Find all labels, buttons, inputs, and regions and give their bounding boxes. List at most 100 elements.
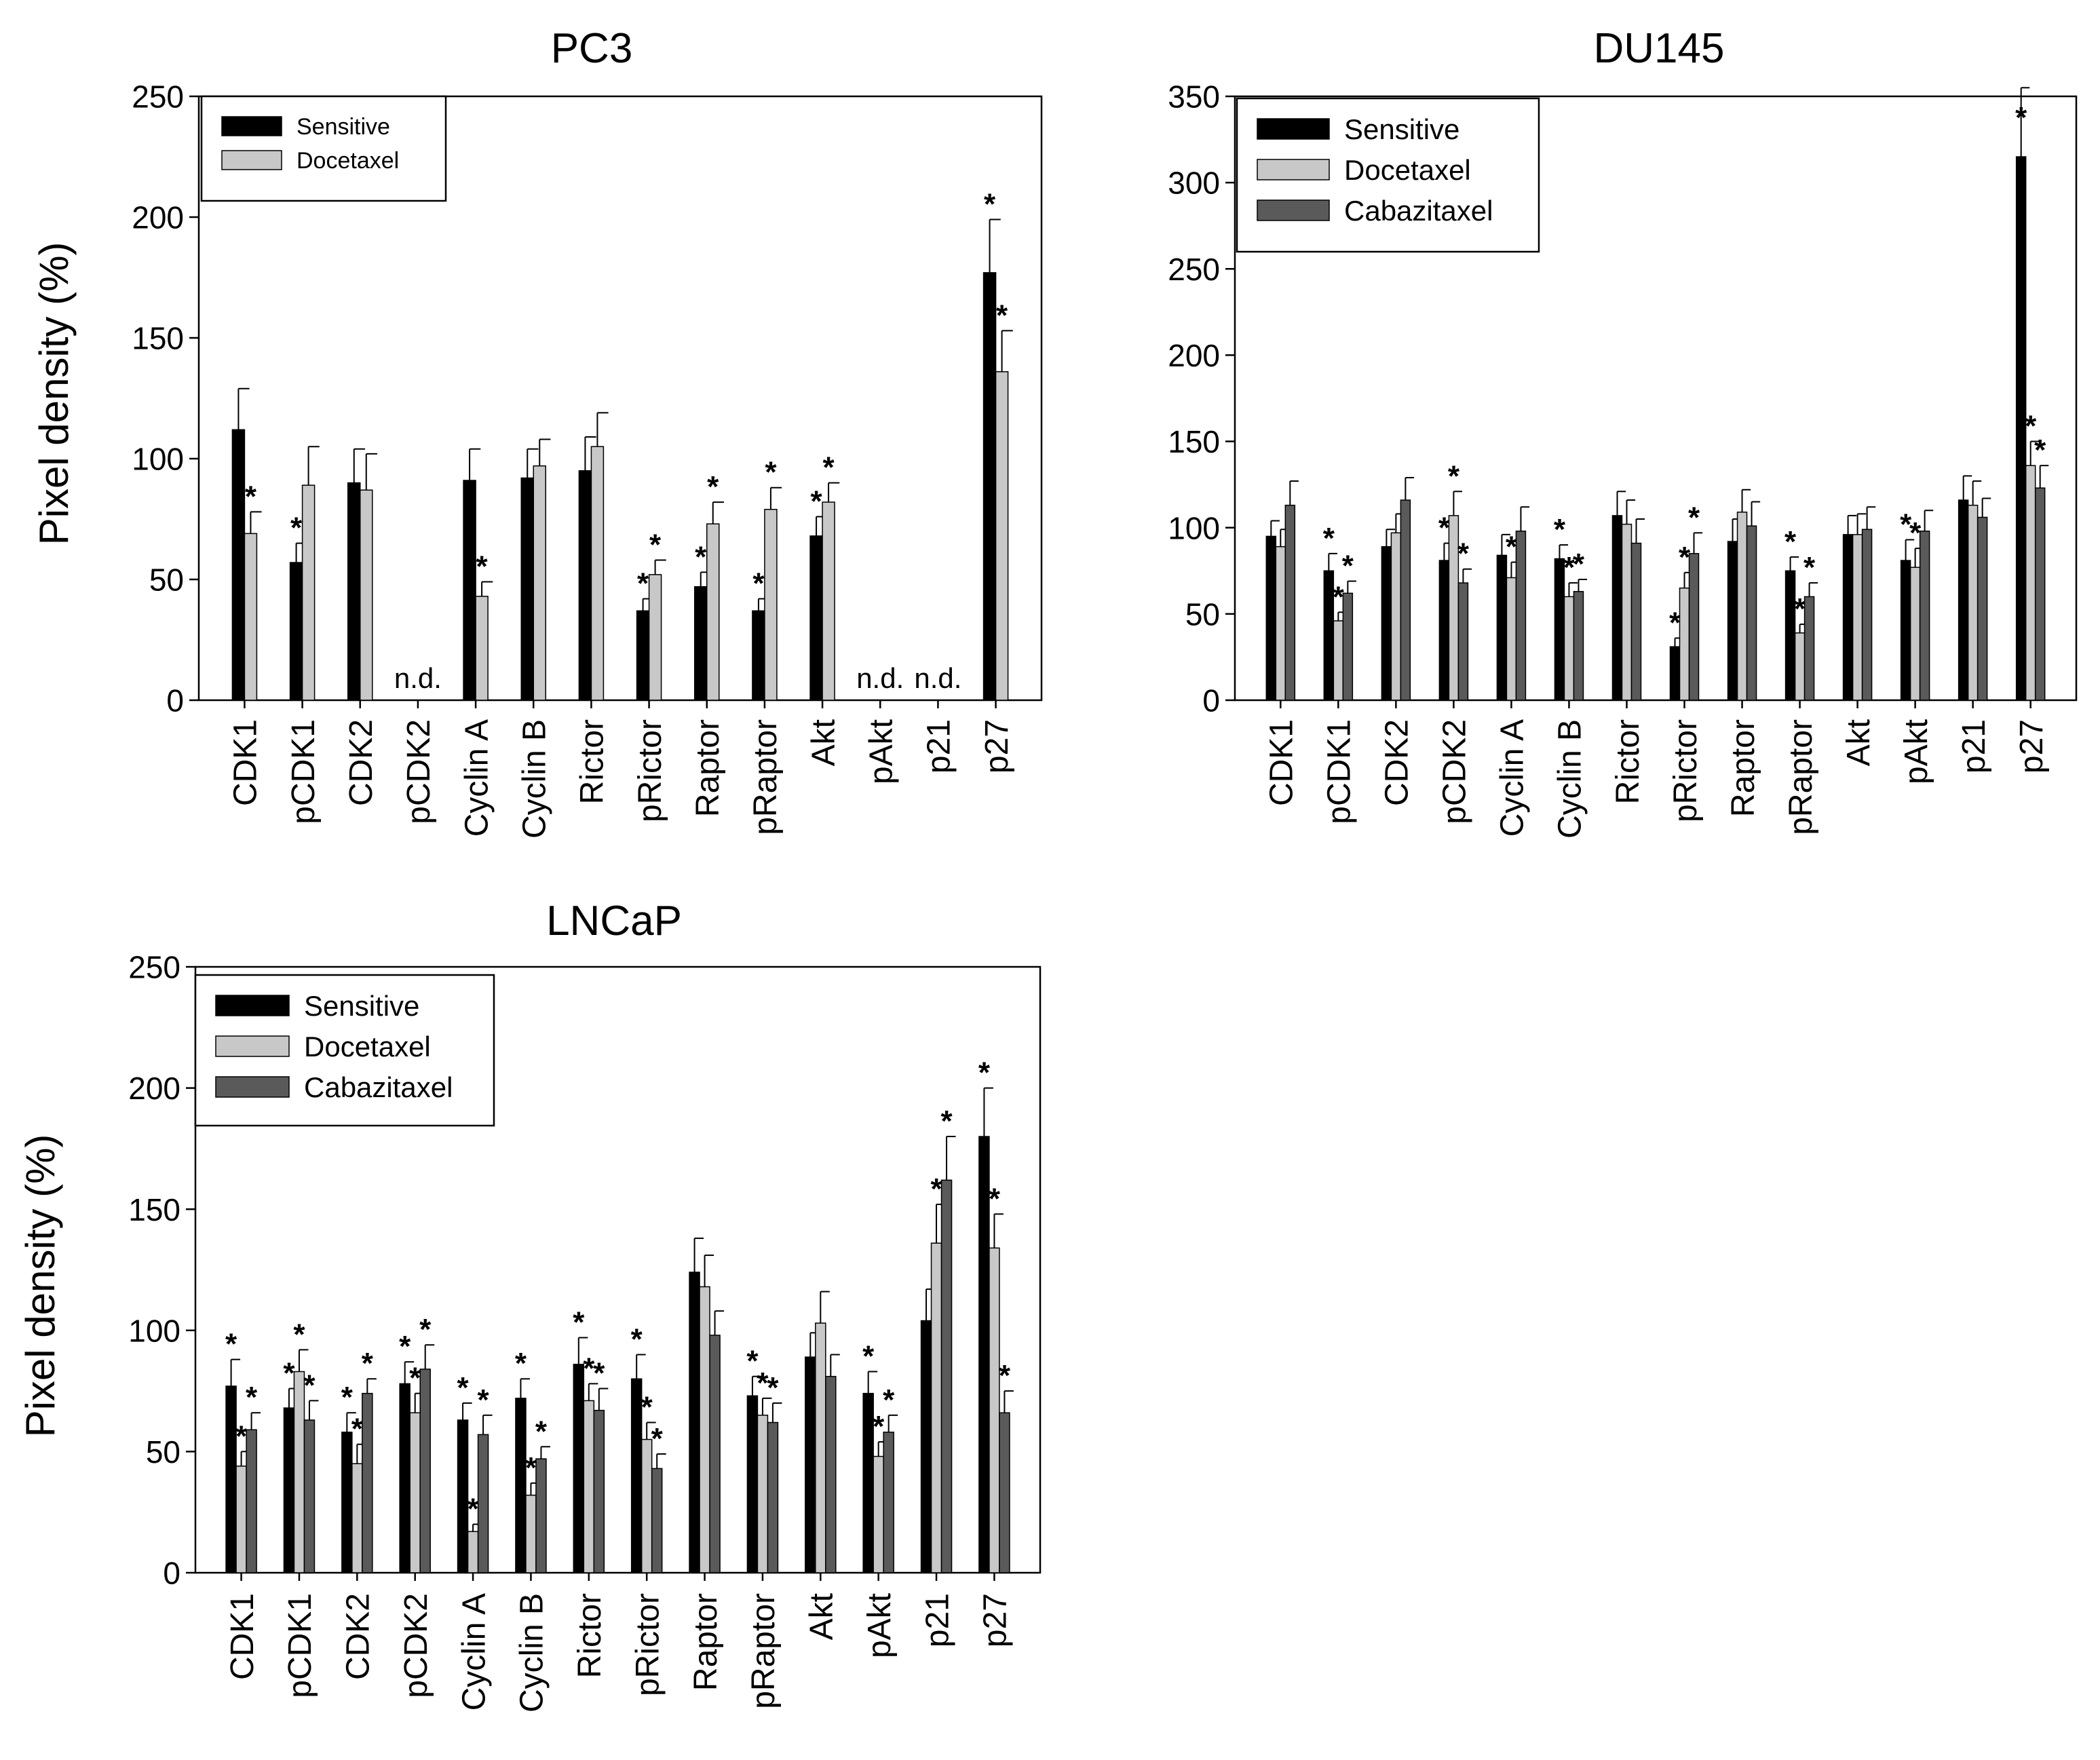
x-tick-label: pCDK2 [1437,719,1473,824]
x-tick-label: pAkt [864,719,900,784]
significance-marker: * [637,567,649,600]
legend-swatch [1257,199,1330,221]
legend-swatch [1257,118,1330,140]
bar [757,1415,769,1573]
significance-marker: * [989,1182,1001,1215]
bar [1630,542,1642,701]
bar [1669,646,1681,701]
significance-marker: * [1457,537,1470,571]
x-tick-label: Raptor [688,1593,724,1691]
x-tick-label: Cyclin A [1495,719,1531,837]
bar [1400,499,1411,701]
x-tick-label: CDK1 [1264,719,1300,806]
bar [246,1429,257,1573]
bar [2025,465,2036,701]
legend-label: Cabazitaxel [1344,195,1493,227]
bar [283,1407,295,1573]
y-tick-label: 100 [132,442,184,477]
bar [1457,582,1469,701]
bar [1746,525,1757,701]
bar [1861,529,1873,701]
bar [573,1364,585,1573]
bar [651,1468,663,1573]
bar [930,1242,942,1573]
significance-marker: * [1438,512,1451,545]
x-tick-label: CDK1 [228,719,264,806]
x-tick-label: p27 [978,1593,1014,1647]
bar [347,482,361,701]
x-tick-label: p21 [919,1593,955,1647]
bar [822,501,835,701]
chart-title: PC3 [551,25,633,72]
significance-marker: * [583,1352,595,1385]
bar [360,489,373,701]
y-tick-label: 300 [1168,166,1220,201]
bar [1852,534,1863,701]
significance-marker: * [1573,548,1585,581]
x-tick-label: Akt [804,1593,840,1640]
bar [1803,596,1815,701]
bar [593,1409,605,1573]
bar [1275,546,1286,701]
y-tick-label: 0 [166,683,184,719]
legend-swatch [1257,159,1330,180]
bar [940,1179,953,1573]
bar [525,1494,537,1573]
significance-marker: * [341,1381,354,1414]
bar [982,272,997,701]
significance-marker: * [235,1419,248,1453]
legend-label: Docetaxel [304,1031,431,1063]
x-tick-label: Raptor [1725,719,1761,817]
significance-marker: * [467,1493,480,1526]
significance-marker: * [862,1340,875,1373]
significance-marker: * [476,550,489,584]
legend-swatch [221,150,282,170]
bar [999,1412,1010,1573]
bar [362,1392,373,1573]
significance-marker: * [1563,551,1576,584]
x-tick-label: Raptor [690,719,726,817]
x-tick-label: CDK2 [1379,719,1415,806]
significance-marker: * [1784,525,1797,558]
bar [467,1531,479,1573]
bar [1784,570,1796,701]
bar [995,371,1009,701]
bar [520,477,535,701]
significance-marker: * [940,1105,953,1138]
chart-lncap: LNCaP Pixel density (%) 0 50 100 150 200 250 C… [18,898,1042,1713]
y-tick-label: 150 [128,1192,180,1227]
x-tick-label: p27 [2014,719,2050,773]
y-tick-label: 100 [1168,510,1220,546]
significance-marker: * [478,1383,490,1417]
significance-marker: * [593,1357,605,1390]
bar [1794,632,1806,701]
x-tick-label: Akt [805,719,841,766]
y-axis-label: Pixel density (%) [18,1134,63,1438]
bar [533,465,547,701]
bar [1611,515,1623,701]
significance-marker: * [351,1413,364,1446]
x-tick-label: pCDK1 [286,719,322,824]
significance-marker: * [752,567,765,600]
significance-marker: * [1794,592,1806,626]
bar [1688,553,1700,701]
legend-label: Sensitive [1344,113,1459,145]
x-tick-label: pAkt [862,1593,898,1658]
bar [303,1419,316,1573]
significance-marker: * [409,1362,421,1395]
legend: Sensitive Docetaxel Cabazitaxel [1236,97,1540,253]
significance-marker: * [225,1328,237,1361]
significance-marker: * [1909,516,1922,550]
bar [1284,504,1296,701]
x-tick-label: pRaptor [1783,719,1819,835]
chart-pc3: PC3 Pixel density (%) 0 50 100 150 200 250 CDK… [31,25,1043,839]
bar [590,446,605,701]
bar [1958,499,1969,701]
bar [1909,567,1921,701]
bar [1977,516,1988,701]
significance-marker: * [2015,101,2027,134]
significance-marker: * [823,451,835,484]
bar [235,1466,247,1573]
bar [289,562,303,701]
